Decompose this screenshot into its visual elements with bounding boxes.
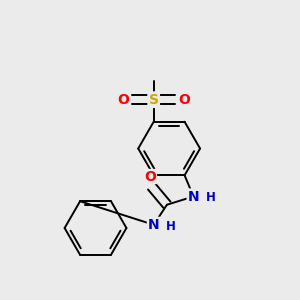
Text: N: N: [148, 218, 160, 232]
Text: O: O: [178, 93, 190, 107]
Text: N: N: [188, 190, 199, 203]
Text: S: S: [149, 93, 159, 107]
Text: O: O: [145, 169, 156, 184]
Text: O: O: [117, 93, 129, 107]
Text: H: H: [166, 220, 176, 233]
Text: H: H: [206, 191, 216, 205]
